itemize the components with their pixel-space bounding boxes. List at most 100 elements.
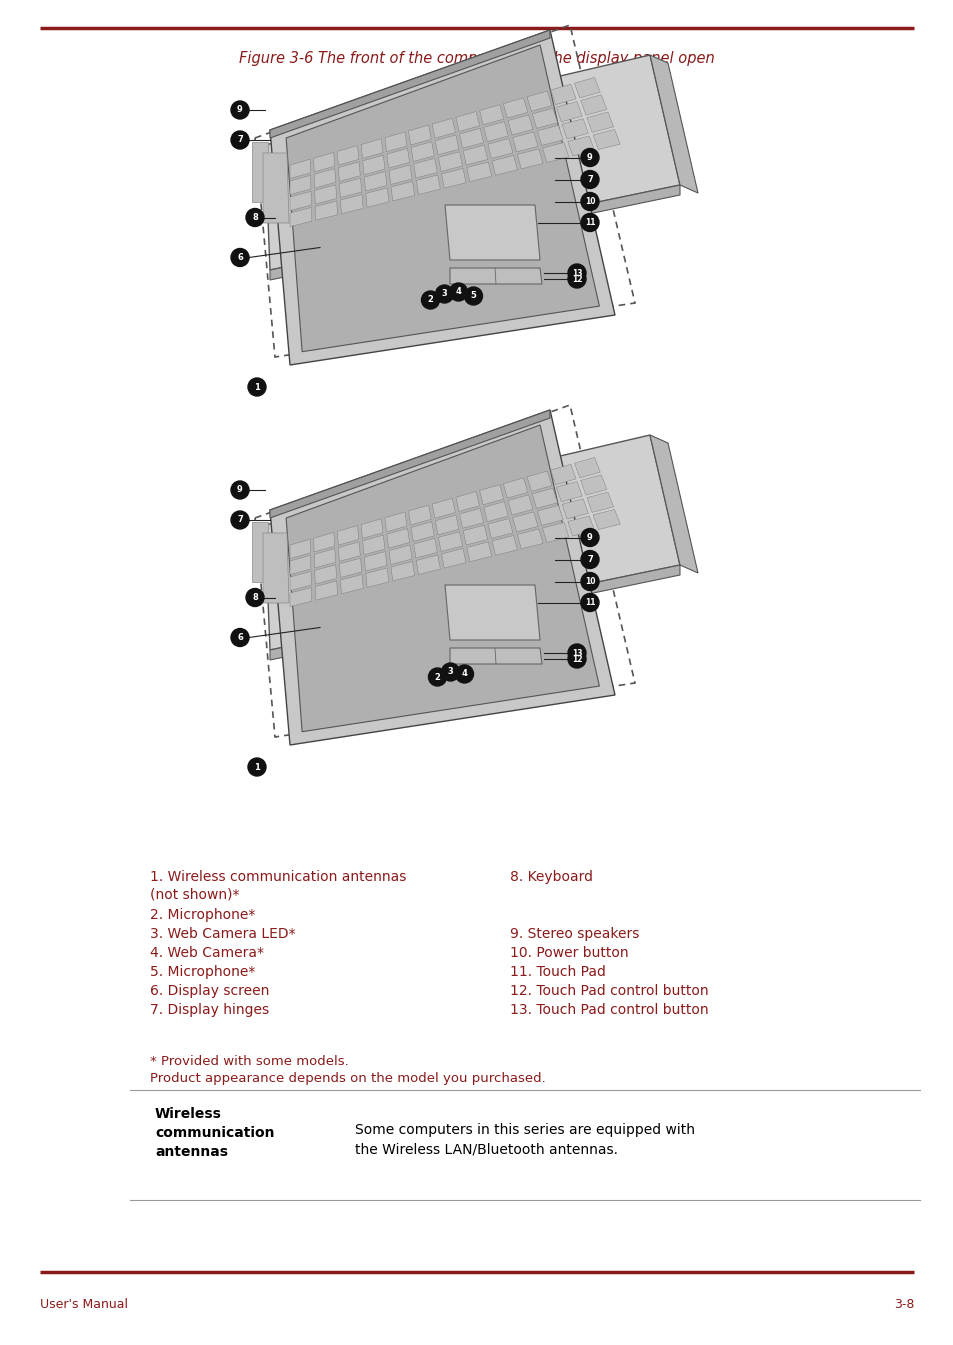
Circle shape [464,286,482,305]
Polygon shape [517,149,542,169]
Circle shape [246,208,264,226]
Polygon shape [435,134,458,155]
Text: 12: 12 [571,274,581,284]
Circle shape [567,644,585,662]
Polygon shape [532,488,557,508]
Polygon shape [463,145,487,165]
Polygon shape [466,161,491,182]
Polygon shape [290,175,311,195]
Polygon shape [459,508,483,529]
Polygon shape [593,510,619,530]
Circle shape [580,214,598,231]
Circle shape [246,589,264,607]
Polygon shape [456,112,479,132]
Polygon shape [556,482,581,502]
Polygon shape [270,30,615,364]
Polygon shape [526,91,552,112]
Circle shape [580,192,598,211]
Polygon shape [290,191,311,211]
Polygon shape [314,168,335,188]
Text: 7: 7 [586,555,592,564]
Polygon shape [339,178,361,198]
Polygon shape [270,565,679,660]
Polygon shape [542,522,568,542]
Polygon shape [290,555,311,574]
Polygon shape [364,172,387,191]
Circle shape [231,249,249,266]
Polygon shape [432,498,455,518]
Polygon shape [438,531,462,551]
Polygon shape [432,118,455,139]
Polygon shape [338,161,360,182]
Polygon shape [314,152,335,172]
Polygon shape [450,268,541,284]
Text: 7: 7 [237,136,243,144]
Polygon shape [252,143,268,202]
Polygon shape [364,551,387,572]
Polygon shape [389,545,412,565]
Polygon shape [459,128,483,148]
Circle shape [580,593,598,612]
Polygon shape [314,184,336,204]
Circle shape [248,378,266,395]
Polygon shape [444,204,539,260]
Polygon shape [340,195,363,214]
Polygon shape [362,155,385,175]
Text: 8: 8 [252,213,257,222]
Circle shape [580,573,598,590]
Polygon shape [384,512,407,531]
Text: Some computers in this series are equipped with
the Wireless LAN/Bluetooth anten: Some computers in this series are equipp… [355,1123,695,1157]
Polygon shape [314,565,336,584]
Polygon shape [586,492,613,512]
Polygon shape [265,434,679,650]
Polygon shape [503,98,527,118]
Polygon shape [339,558,361,577]
Polygon shape [441,549,466,568]
Polygon shape [365,568,389,588]
Text: 1: 1 [253,763,259,772]
Circle shape [580,529,598,546]
Polygon shape [512,512,537,531]
Text: 10: 10 [584,196,595,206]
Polygon shape [561,118,588,139]
Polygon shape [416,555,440,574]
Polygon shape [362,535,385,554]
Polygon shape [290,159,310,179]
Polygon shape [387,148,409,168]
Text: Product appearance depends on the model you purchased.: Product appearance depends on the model … [150,1072,545,1085]
Text: 7: 7 [237,515,243,525]
Polygon shape [487,519,513,538]
Circle shape [248,759,266,776]
Polygon shape [263,153,289,223]
Text: 2: 2 [427,296,433,304]
Polygon shape [483,121,508,141]
Text: 12: 12 [571,655,581,663]
Polygon shape [580,475,606,495]
Polygon shape [290,588,312,607]
Polygon shape [314,549,335,568]
Text: 3: 3 [447,667,453,677]
Circle shape [580,171,598,188]
Text: 3-8: 3-8 [893,1298,913,1311]
Polygon shape [337,526,358,545]
Polygon shape [517,529,542,549]
Circle shape [567,650,585,668]
Polygon shape [567,136,594,156]
Text: 13: 13 [571,648,581,658]
Polygon shape [252,522,268,582]
Text: 1. Wireless communication antennas
(not shown)*: 1. Wireless communication antennas (not … [150,870,406,902]
Polygon shape [567,516,594,537]
Polygon shape [479,484,503,504]
Text: 9: 9 [586,533,592,542]
Circle shape [421,291,439,309]
Text: 9. Stereo speakers: 9. Stereo speakers [510,927,639,941]
Text: 11: 11 [584,599,595,607]
Text: 11: 11 [584,218,595,227]
Polygon shape [265,55,679,270]
Circle shape [428,668,446,686]
Polygon shape [483,502,508,522]
Polygon shape [574,457,599,477]
Text: 4: 4 [461,670,467,678]
Polygon shape [391,182,415,200]
Circle shape [567,264,585,282]
